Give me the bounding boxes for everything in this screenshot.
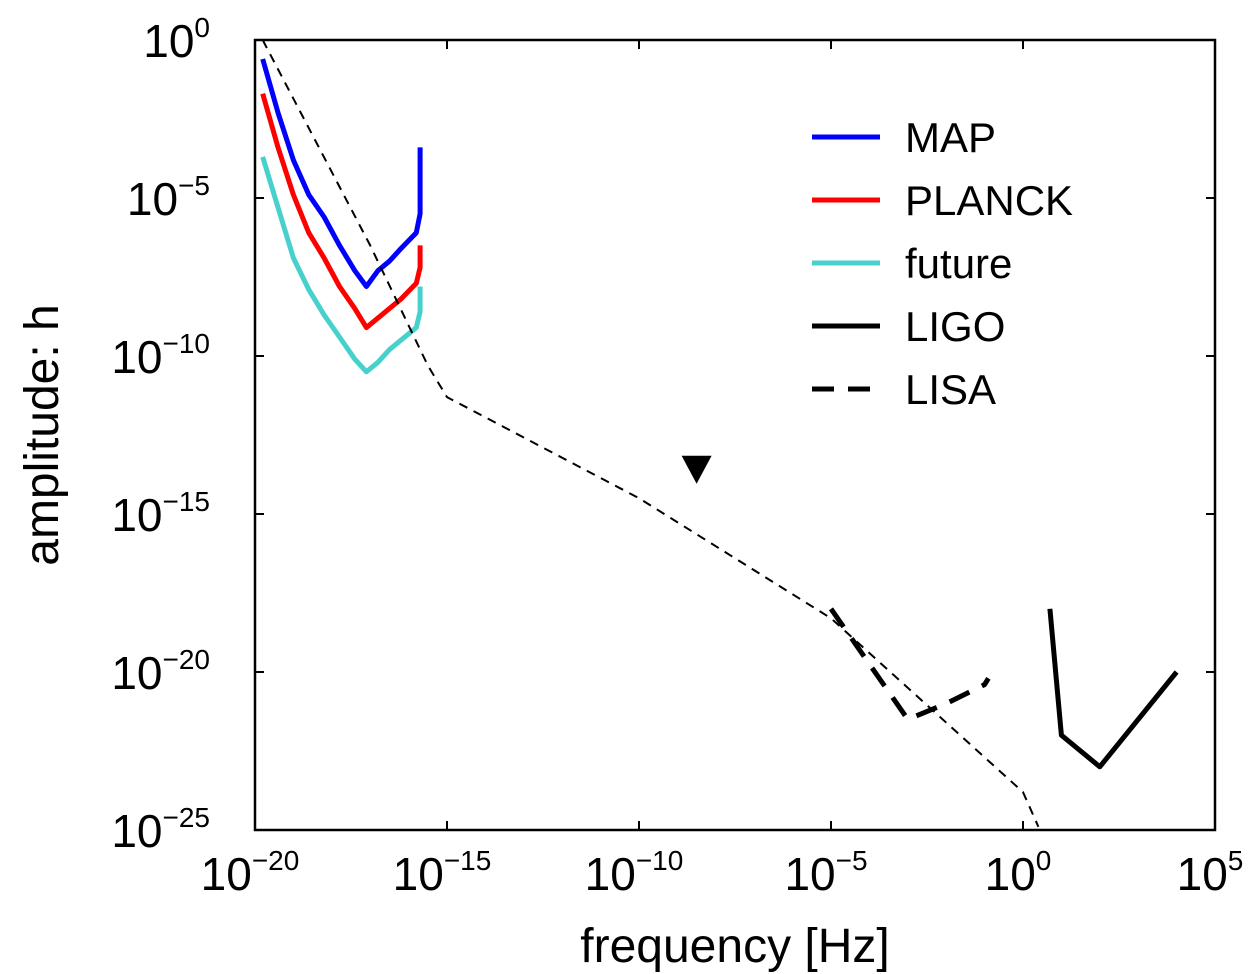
plot-frame (253, 38, 1217, 832)
series-line-lisa (828, 607, 991, 722)
series-line-future (260, 156, 423, 375)
x-axis-title: frequency [Hz] (580, 920, 889, 973)
y-tick-label: 10−25 (111, 802, 210, 857)
x-tick-label: 10−5 (784, 845, 867, 900)
series-line-ligo (1047, 608, 1179, 770)
x-tick-label: 100 (985, 845, 1052, 900)
series-line-map (260, 58, 423, 289)
legend-label-lisa: LISA (905, 366, 996, 413)
x-tick-label: 10−15 (393, 845, 492, 900)
legend: MAP PLANCK future LIGO LISA (812, 114, 1073, 413)
y-axis-title: amplitude: h (16, 304, 69, 566)
series-line-reference-5 (261, 39, 1040, 828)
y-tick-label: 100 (143, 12, 210, 67)
legend-label-future: future (905, 240, 1012, 287)
tick-layer: 10−20 10−15 10−10 10−5 100 105 100 10−5 10−10 10−… (111, 12, 1243, 900)
legend-label-ligo: LIGO (905, 303, 1005, 350)
y-tick-label: 10−10 (111, 328, 210, 383)
y-tick-label: 10−5 (127, 170, 210, 225)
triangle-marker (681, 455, 712, 484)
y-tick-label: 10−15 (111, 486, 210, 541)
y-tick-label: 10−20 (111, 644, 210, 699)
series-line-planck (260, 93, 423, 331)
x-tick-label: 105 (1177, 845, 1244, 900)
x-tick-label: 10−20 (201, 845, 300, 900)
x-tick-label: 10−10 (585, 845, 684, 900)
legend-label-map: MAP (905, 114, 996, 161)
marker-layer (681, 455, 712, 484)
series-layer (260, 39, 1179, 828)
legend-label-planck: PLANCK (905, 177, 1073, 224)
